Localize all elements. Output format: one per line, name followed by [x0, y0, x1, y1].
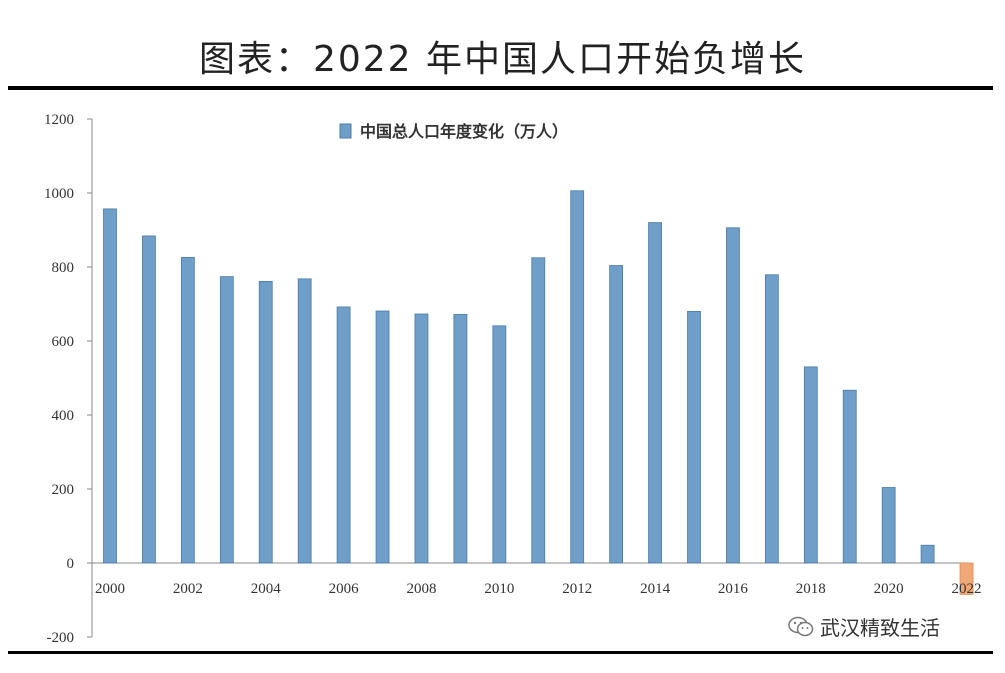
- bar-2020: [881, 487, 896, 564]
- bar-2007: [375, 310, 390, 564]
- x-tick-label: 2014: [640, 581, 671, 597]
- bar-2017: [764, 274, 779, 564]
- watermark-text: 武汉精致生活: [820, 616, 940, 640]
- x-tick-label: 2004: [251, 581, 282, 597]
- bar-2010: [492, 325, 507, 564]
- watermark: 武汉精致生活: [788, 612, 940, 641]
- y-tick-label: 1000: [44, 186, 74, 202]
- x-tick-label: 2002: [173, 581, 203, 597]
- legend-label: 中国总人口年度变化（万人）: [360, 122, 568, 141]
- y-tick-label: 600: [52, 334, 75, 350]
- bar-2000: [103, 208, 117, 564]
- x-tick-label: 2020: [874, 581, 904, 597]
- bar-2002: [180, 256, 195, 564]
- y-tick-label: -200: [47, 630, 75, 646]
- x-tick-label: 2000: [95, 581, 125, 597]
- x-tick-label: 2010: [484, 581, 514, 597]
- bottom-rule: [8, 651, 993, 654]
- bar-2004: [258, 281, 273, 564]
- bar-2006: [336, 306, 351, 564]
- bar-2003: [219, 276, 234, 564]
- x-tick-label: 2018: [796, 581, 826, 597]
- x-tick-label: 2006: [329, 581, 360, 597]
- bar-2011: [531, 257, 546, 564]
- y-tick-label: 800: [52, 260, 75, 276]
- y-tick-label: 0: [67, 556, 75, 572]
- bar-2005: [297, 278, 312, 564]
- bar-2001: [142, 235, 156, 564]
- page-title: 图表：2022 年中国人口开始负增长: [198, 39, 807, 80]
- y-tick-label: 400: [52, 408, 75, 424]
- bar-2013: [609, 265, 624, 564]
- bar-2009: [453, 313, 468, 564]
- x-tick-label: 2022: [952, 581, 982, 597]
- top-rule: [8, 86, 993, 90]
- bar-2018: [803, 366, 818, 564]
- x-tick-label: 2012: [562, 581, 592, 597]
- y-tick-label: 1200: [44, 112, 74, 128]
- legend-swatch: [339, 123, 352, 139]
- y-tick-label: 200: [52, 482, 75, 498]
- bar-2012: [570, 190, 585, 564]
- bar-2014: [648, 222, 662, 564]
- x-tick-label: 2016: [718, 581, 749, 597]
- bar-2021: [920, 544, 935, 564]
- bar-2019: [842, 389, 857, 564]
- bar-2016: [726, 227, 740, 564]
- x-tick-label: 2008: [406, 581, 436, 597]
- bar-2015: [687, 310, 701, 564]
- bar-2008: [414, 313, 429, 564]
- wechat-icon: [788, 616, 814, 638]
- bar-2022: [959, 562, 974, 595]
